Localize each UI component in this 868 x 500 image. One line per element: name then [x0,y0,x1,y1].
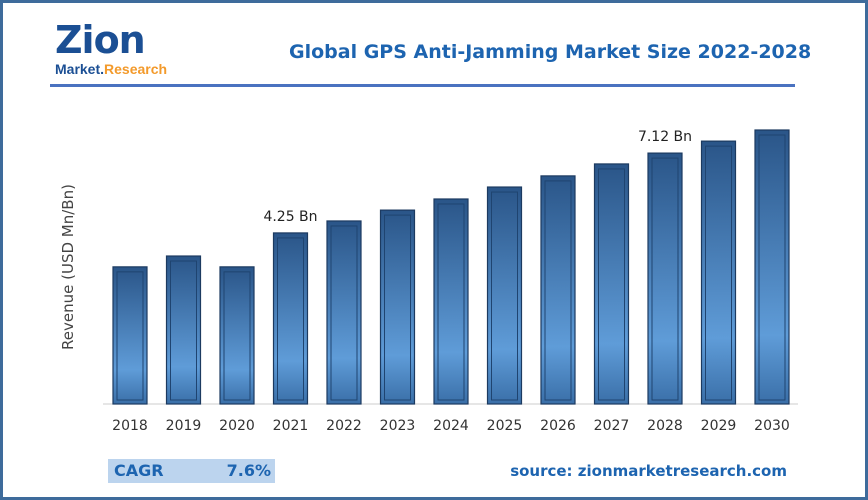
source-text: source: zionmarketresearch.com [510,462,787,480]
cagr-box: CAGR 7.6% [108,459,275,483]
x-tick-label: 2028 [647,418,683,434]
bar-bevel [384,214,411,401]
x-tick-label: 2026 [540,418,576,434]
bar-2018 [112,266,148,405]
bar-2024 [433,198,469,405]
bar-2028 [647,152,683,405]
bar-bevel [491,191,518,401]
bar-2025 [486,186,523,405]
x-tick-label: 2029 [701,418,737,434]
title-divider [50,84,795,87]
x-tick-label: 2018 [112,418,148,434]
bar-2019 [165,255,202,405]
x-tick-label: 2023 [380,418,416,434]
bar-bevel [651,157,679,401]
bar-chart: 2018 2019 2020 2021 4.25 Bn 2022 2023 2024 2025 2… [103,129,798,434]
x-tick-label: 2024 [433,418,469,434]
x-tick-label: 2021 [273,418,309,434]
x-tick-label: 2019 [166,418,202,434]
bar-2030 [754,129,790,405]
bar-2020 [219,266,255,405]
bar-bevel [116,271,144,401]
bar-bevel [598,168,625,401]
bar-2029 [700,140,737,405]
x-tick-label: 2030 [754,418,790,434]
bar-2023 [379,209,416,405]
x-tick-label: 2027 [594,418,630,434]
x-tick-label: 2020 [219,418,255,434]
data-label: 4.25 Bn [263,209,317,225]
bar-bevel [277,237,304,401]
bar-bevel [437,203,465,401]
bar-bevel [758,134,786,401]
zion-logo: Zion Market.Research [55,18,168,77]
bar-2021 [272,232,309,405]
bar-bevel [223,271,251,401]
bar-bevel [170,260,197,401]
bar-bevel [705,145,732,401]
bar-2026 [540,175,576,405]
data-label: 7.12 Bn [638,129,692,145]
chart-title: Global GPS Anti-Jamming Market Size 2022… [289,41,812,63]
x-tick-label: 2025 [487,418,523,434]
bar-bevel [544,180,572,401]
bar-2022 [326,220,362,405]
bar-bevel [330,225,358,401]
x-tick-label: 2022 [326,418,362,434]
bar-2027 [593,163,630,405]
